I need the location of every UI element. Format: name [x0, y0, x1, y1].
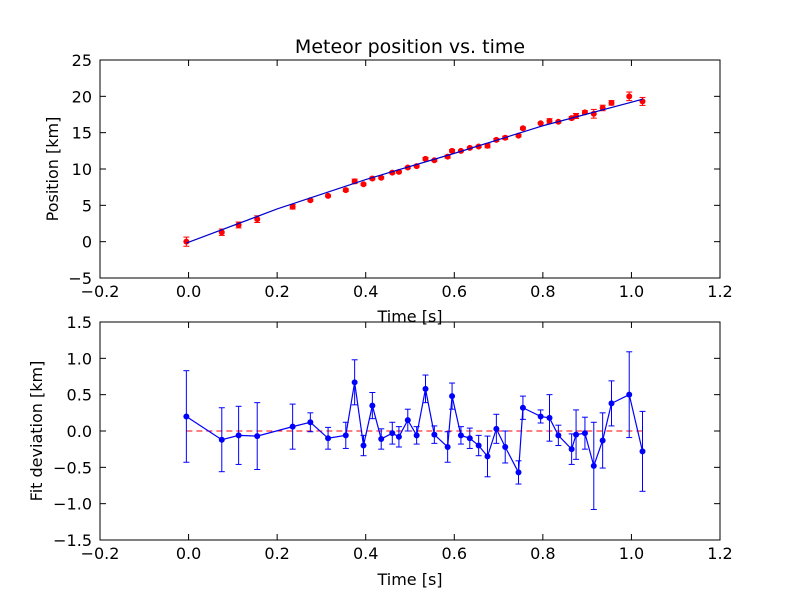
deviation-chart-data-point: [307, 419, 314, 426]
deviation-chart-x-tick-label: 1.0: [619, 544, 644, 563]
deviation-chart-data-point: [519, 404, 526, 411]
position-chart-series-1: [186, 98, 643, 244]
deviation-chart-data-point: [515, 469, 522, 476]
deviation-chart-data-point: [351, 379, 358, 386]
deviation-chart-x-label: Time [s]: [376, 570, 442, 589]
position-chart-y-tick-label: 5: [82, 196, 92, 215]
deviation-chart-data-point: [493, 425, 500, 432]
position-chart-x-tick-label: 0.6: [442, 282, 467, 301]
position-chart-data-point: [449, 147, 456, 154]
position-chart-data-point: [537, 120, 544, 127]
deviation-chart-y-tick-label: −1.5: [53, 531, 92, 550]
position-chart-data-point: [519, 125, 526, 132]
position-chart-title: Meteor position vs. time: [295, 36, 525, 58]
deviation-chart-x-tick-label: 0.0: [176, 544, 201, 563]
deviation-chart: −0.2 0.0 0.2 0.4 0.6 0.8 1.0 1.2 −1.5 −1.0 −0.5 0.…: [27, 313, 733, 589]
deviation-chart-data-point: [360, 442, 367, 449]
position-chart-data-point: [342, 187, 349, 194]
position-chart: Meteor position vs. time −0.2 0.0 0.2 0.4 0.…: [43, 36, 733, 326]
deviation-chart-y-tick-label: 0.5: [67, 386, 92, 405]
position-chart-x-tick-label: 1.2: [707, 282, 732, 301]
deviation-chart-data-point: [626, 391, 633, 398]
position-chart-x-tick-label: 0.0: [176, 282, 201, 301]
deviation-chart-data-point: [289, 423, 296, 430]
deviation-chart-data-point: [546, 414, 553, 421]
deviation-chart-y-tick-label: 1.0: [67, 349, 92, 368]
position-chart-y-tick-label: 20: [72, 87, 92, 106]
deviation-chart-y-tick-label: −0.5: [53, 458, 92, 477]
deviation-chart-series-0: [183, 351, 646, 510]
position-chart-y-tick-label: 15: [72, 124, 92, 143]
deviation-chart-data-point: [342, 432, 349, 439]
position-chart-data-point: [289, 203, 296, 210]
deviation-chart-data-point: [581, 430, 588, 437]
deviation-chart-data-point: [475, 442, 482, 449]
deviation-chart-data-point: [254, 433, 261, 440]
deviation-chart-data-point: [457, 432, 464, 439]
position-plot-area: [183, 91, 646, 247]
deviation-plot-area: [183, 351, 646, 510]
deviation-chart-x-tick-label: 0.8: [530, 544, 555, 563]
deviation-chart-x-tick-label: 0.4: [353, 544, 378, 563]
position-chart-x-tick-label: 0.4: [353, 282, 378, 301]
position-chart-x-tick-label: −0.2: [81, 282, 120, 301]
deviation-chart-data-point: [599, 437, 606, 444]
deviation-chart-data-point: [389, 430, 396, 437]
deviation-chart-data-point: [449, 393, 456, 400]
deviation-chart-data-point: [537, 413, 544, 420]
deviation-chart-y-tick-label: −1.0: [53, 495, 92, 514]
position-chart-y-tick-label: −5: [68, 269, 92, 288]
deviation-chart-data-point: [608, 400, 615, 407]
position-chart-x-label: Time [s]: [376, 307, 442, 326]
position-chart-data-point: [626, 93, 633, 100]
position-chart-x-tick-label: 0.2: [264, 282, 289, 301]
position-chart-series-0: [183, 91, 646, 247]
deviation-chart-y-tick-label: 1.5: [67, 313, 92, 332]
position-chart-data-point: [546, 118, 553, 125]
deviation-chart-x-tick-label: 0.2: [264, 544, 289, 563]
deviation-chart-data-point: [466, 435, 473, 442]
deviation-chart-y-label: Fit deviation [km]: [27, 361, 46, 502]
deviation-chart-y-tick-label: 0.0: [67, 422, 92, 441]
deviation-chart-data-point: [183, 413, 190, 420]
deviation-chart-data-point: [413, 432, 420, 439]
deviation-chart-data-point: [639, 448, 646, 455]
deviation-chart-data-point: [502, 443, 509, 450]
position-chart-series-line: [186, 98, 643, 244]
deviation-chart-data-point: [395, 433, 402, 440]
position-chart-data-point: [422, 155, 429, 162]
deviation-chart-data-point: [235, 432, 242, 439]
deviation-chart-data-point: [573, 431, 580, 438]
deviation-chart-x-tick-label: 0.6: [442, 544, 467, 563]
position-chart-y-tick-label: 25: [72, 51, 92, 70]
deviation-chart-x-tick-label: 1.2: [707, 544, 732, 563]
position-chart-x-ticks: −0.2 0.0 0.2 0.4 0.6 0.8 1.0 1.2: [81, 60, 733, 301]
position-chart-x-tick-label: 1.0: [619, 282, 644, 301]
deviation-chart-data-point: [218, 436, 225, 443]
deviation-chart-data-point: [378, 435, 385, 442]
deviation-chart-data-point: [325, 435, 332, 442]
position-chart-y-label: Position [km]: [43, 117, 62, 222]
position-chart-x-tick-label: 0.8: [530, 282, 555, 301]
deviation-chart-data-point: [484, 453, 491, 460]
position-chart-y-ticks: −5 0 5 10 15 20 25: [68, 51, 720, 288]
position-chart-data-point: [325, 192, 332, 199]
position-chart-data-point: [608, 99, 615, 106]
deviation-chart-data-point: [590, 462, 597, 469]
deviation-chart-x-tick-label: −0.2: [81, 544, 120, 563]
deviation-chart-data-point: [431, 431, 438, 438]
deviation-chart-data-point: [555, 432, 562, 439]
deviation-chart-data-point: [404, 417, 411, 424]
position-chart-y-tick-label: 0: [82, 233, 92, 252]
deviation-chart-y-ticks: −1.5 −1.0 −0.5 0.0 0.5 1.0 1.5: [53, 313, 720, 550]
deviation-chart-data-point: [369, 402, 376, 409]
position-chart-y-tick-label: 10: [72, 160, 92, 179]
position-chart-data-point: [183, 238, 190, 245]
position-chart-data-point: [360, 181, 367, 188]
deviation-chart-data-point: [568, 446, 575, 453]
deviation-chart-data-point: [444, 443, 451, 450]
deviation-chart-data-point: [422, 385, 429, 392]
deviation-chart-x-ticks: −0.2 0.0 0.2 0.4 0.6 0.8 1.0 1.2: [81, 322, 733, 563]
